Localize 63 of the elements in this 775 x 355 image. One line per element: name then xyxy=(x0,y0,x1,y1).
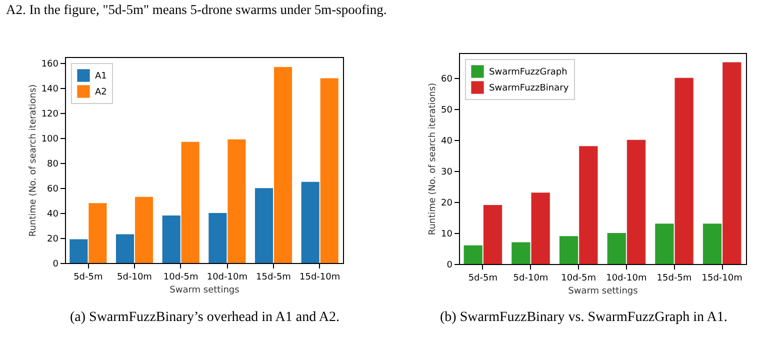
bar xyxy=(559,236,578,264)
bar xyxy=(254,188,274,263)
y-tick-label: 120 xyxy=(41,110,59,120)
bar xyxy=(228,139,246,263)
y-tick-label: 60 xyxy=(47,184,59,195)
y-tick-label: 10 xyxy=(441,229,453,240)
legend-label: A1 xyxy=(95,72,107,82)
bar xyxy=(626,140,646,264)
x-tick-label: 15d-10m xyxy=(702,274,742,284)
y-tick-label: 0 xyxy=(446,260,453,270)
bar xyxy=(70,239,88,263)
x-tick-label: 5d-10m xyxy=(513,274,548,284)
bar xyxy=(116,234,134,263)
bar xyxy=(531,192,550,264)
bar xyxy=(320,78,338,263)
bar xyxy=(88,203,107,263)
y-axis-title: Runtime (No. of search iterations) xyxy=(428,82,438,236)
bar xyxy=(607,232,626,264)
bar xyxy=(181,142,200,263)
legend-label: A2 xyxy=(95,88,107,98)
text: (a) SwarmFuzzBinary’s overhead in A1 and A2. xyxy=(70,310,340,326)
x-tick-label: 5d-10m xyxy=(117,272,152,282)
x-tick-label: 15d-10m xyxy=(300,272,340,282)
text: (b) SwarmFuzzBinary vs. SwarmFuzzGraph in A1. xyxy=(440,310,728,326)
bar xyxy=(483,205,502,264)
y-tick-label: 40 xyxy=(47,210,59,220)
y-tick-label: 160 xyxy=(41,60,59,70)
x-tick-label: 15d-5m xyxy=(256,272,291,282)
x-tick-label: 5d-5m xyxy=(74,272,103,282)
x-tick-label: 5d-5m xyxy=(468,274,498,284)
y-axis-title: Runtime (No. of search iterations) xyxy=(28,84,38,237)
x-tick-label: 10d-10m xyxy=(206,272,248,282)
y-tick-label: 20 xyxy=(441,198,453,208)
text: A2. In the figure, "5d-5m" means 5-drone swarms under 5m-spoofing. xyxy=(6,2,387,18)
bar xyxy=(512,242,530,264)
y-tick-label: 40 xyxy=(441,136,453,146)
x-tick-label: 10d-10m xyxy=(606,274,647,284)
bar xyxy=(274,66,292,263)
bar xyxy=(722,62,742,264)
bar xyxy=(655,224,674,264)
x-tick-label: 10d-5m xyxy=(163,272,198,282)
y-tick-label: 80 xyxy=(47,160,59,170)
legend-label: SwarmFuzzGraph xyxy=(489,68,568,78)
bar xyxy=(464,245,482,264)
bar xyxy=(162,216,180,263)
bar xyxy=(301,182,320,263)
y-tick-label: 100 xyxy=(41,134,59,145)
y-tick-label: 30 xyxy=(441,167,453,178)
bar xyxy=(579,146,598,264)
x-axis-title: Swarm settings xyxy=(170,286,240,296)
bar xyxy=(674,78,694,264)
y-tick-label: 0 xyxy=(52,260,59,270)
x-tick-label: 10d-5m xyxy=(561,274,596,284)
y-tick-label: 20 xyxy=(47,234,59,245)
bar xyxy=(702,224,722,264)
y-tick-label: 60 xyxy=(441,74,453,84)
x-axis-title: Swarm settings xyxy=(568,286,638,296)
y-tick-label: 140 xyxy=(41,84,59,95)
legend-label: SwarmFuzzBinary xyxy=(489,84,570,94)
bar xyxy=(134,196,154,263)
bar xyxy=(208,213,227,263)
y-tick-label: 50 xyxy=(441,105,453,116)
x-tick-label: 15d-5m xyxy=(656,274,692,284)
